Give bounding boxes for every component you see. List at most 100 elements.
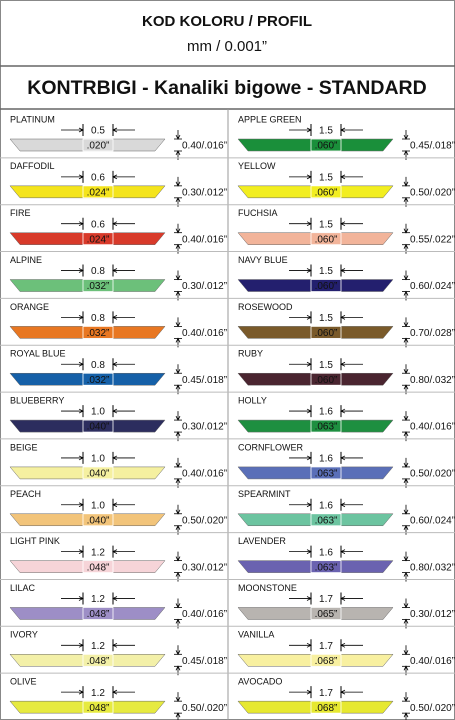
arrow xyxy=(112,642,135,648)
color-name: FUCHSIA xyxy=(238,208,278,218)
inch-label: .060” xyxy=(315,234,338,245)
width-label: 1.6 xyxy=(319,454,333,465)
arrow xyxy=(61,221,84,227)
arrow xyxy=(112,502,135,508)
inch-label: .060” xyxy=(315,375,338,386)
arrow xyxy=(289,549,312,554)
channel xyxy=(82,372,114,386)
color-name: OLIVE xyxy=(10,677,37,687)
inch-label: .060” xyxy=(315,187,338,198)
inch-label: .063” xyxy=(315,469,338,480)
width-label: 1.6 xyxy=(319,500,333,511)
arrow xyxy=(340,127,363,133)
color-name: YELLOW xyxy=(238,161,276,171)
header-line1: KOD KOLORU / PROFIL xyxy=(142,13,312,30)
arrow xyxy=(289,127,312,133)
channel xyxy=(310,372,342,386)
inch-label: .063” xyxy=(315,562,338,573)
arrow xyxy=(340,174,363,180)
arrow xyxy=(61,268,84,273)
arrow xyxy=(61,174,84,180)
arrow xyxy=(289,408,312,414)
channel xyxy=(82,138,114,152)
arrow xyxy=(340,268,363,273)
arrow xyxy=(340,502,363,508)
inch-label: .068” xyxy=(315,703,338,714)
inch-label: .060” xyxy=(315,281,338,292)
color-name: ROYAL BLUE xyxy=(10,349,66,359)
width-label: 1.0 xyxy=(91,407,105,418)
color-name: HOLLY xyxy=(238,395,267,405)
width-label: 1.5 xyxy=(319,360,333,371)
color-name: SPEARMINT xyxy=(238,489,291,499)
inch-label: .048” xyxy=(87,562,110,573)
width-label: 0.8 xyxy=(91,266,105,277)
inch-label: .048” xyxy=(87,609,110,620)
width-label: 1.2 xyxy=(91,547,105,558)
arrow xyxy=(340,455,363,461)
color-name: RUBY xyxy=(238,349,263,359)
arrow xyxy=(112,315,135,320)
width-label: 1.5 xyxy=(319,219,333,230)
inch-label: .040” xyxy=(87,515,110,526)
width-label: 1.0 xyxy=(91,500,105,511)
channel xyxy=(82,232,114,246)
channel xyxy=(310,560,342,574)
channel xyxy=(82,607,114,620)
arrow xyxy=(289,268,312,273)
depth-label: 0.40/.016” xyxy=(182,141,227,152)
inch-label: .063” xyxy=(315,515,338,526)
inch-label: .020” xyxy=(87,141,110,152)
arrow xyxy=(61,502,84,508)
color-name: ALPINE xyxy=(10,255,42,265)
inch-label: .065” xyxy=(315,609,338,620)
arrow xyxy=(289,502,312,508)
depth-label: 0.80/.032” xyxy=(410,562,455,573)
arrow xyxy=(61,408,84,414)
arrow xyxy=(112,174,135,180)
width-label: 1.7 xyxy=(319,594,333,605)
depth-label: 0.50/.020” xyxy=(182,703,227,714)
color-name: DAFFODIL xyxy=(10,161,55,171)
arrow xyxy=(289,361,312,367)
depth-label: 0.70/.028” xyxy=(410,328,455,339)
arrow xyxy=(61,642,84,648)
arrow xyxy=(112,268,135,273)
depth-label: 0.55/.022” xyxy=(410,234,455,245)
depth-label: 0.40/.016” xyxy=(410,656,455,667)
arrow xyxy=(340,361,363,367)
depth-label: 0.80/.032” xyxy=(410,375,455,386)
color-name: FIRE xyxy=(10,208,31,218)
width-label: 1.2 xyxy=(91,594,105,605)
inch-label: .040” xyxy=(87,469,110,480)
color-name: NAVY BLUE xyxy=(238,255,288,265)
inch-label: .060” xyxy=(315,328,338,339)
inch-label: .024” xyxy=(87,234,110,245)
depth-label: 0.50/.020” xyxy=(410,469,455,480)
channel xyxy=(310,513,342,527)
arrow xyxy=(340,596,363,601)
arrow xyxy=(112,549,135,554)
inch-label: .048” xyxy=(87,703,110,714)
color-name: ORANGE xyxy=(10,302,49,312)
width-label: 1.5 xyxy=(319,266,333,277)
header-line2: mm / 0.001” xyxy=(187,38,267,55)
color-name: LIGHT PINK xyxy=(10,536,60,546)
arrow xyxy=(340,408,363,414)
channel xyxy=(310,419,342,433)
arrow xyxy=(289,221,312,227)
inch-label: .048” xyxy=(87,656,110,667)
depth-label: 0.50/.020” xyxy=(182,515,227,526)
width-label: 0.6 xyxy=(91,219,105,230)
channel xyxy=(82,513,114,527)
arrow xyxy=(289,455,312,461)
inch-label: .063” xyxy=(315,422,338,433)
arrow xyxy=(112,596,135,601)
depth-label: 0.50/.020” xyxy=(410,703,455,714)
depth-label: 0.60/.024” xyxy=(410,515,455,526)
arrow xyxy=(112,361,135,367)
color-name: MOONSTONE xyxy=(238,583,297,593)
arrow xyxy=(61,455,84,461)
arrow xyxy=(61,549,84,554)
depth-label: 0.30/.012” xyxy=(182,281,227,292)
